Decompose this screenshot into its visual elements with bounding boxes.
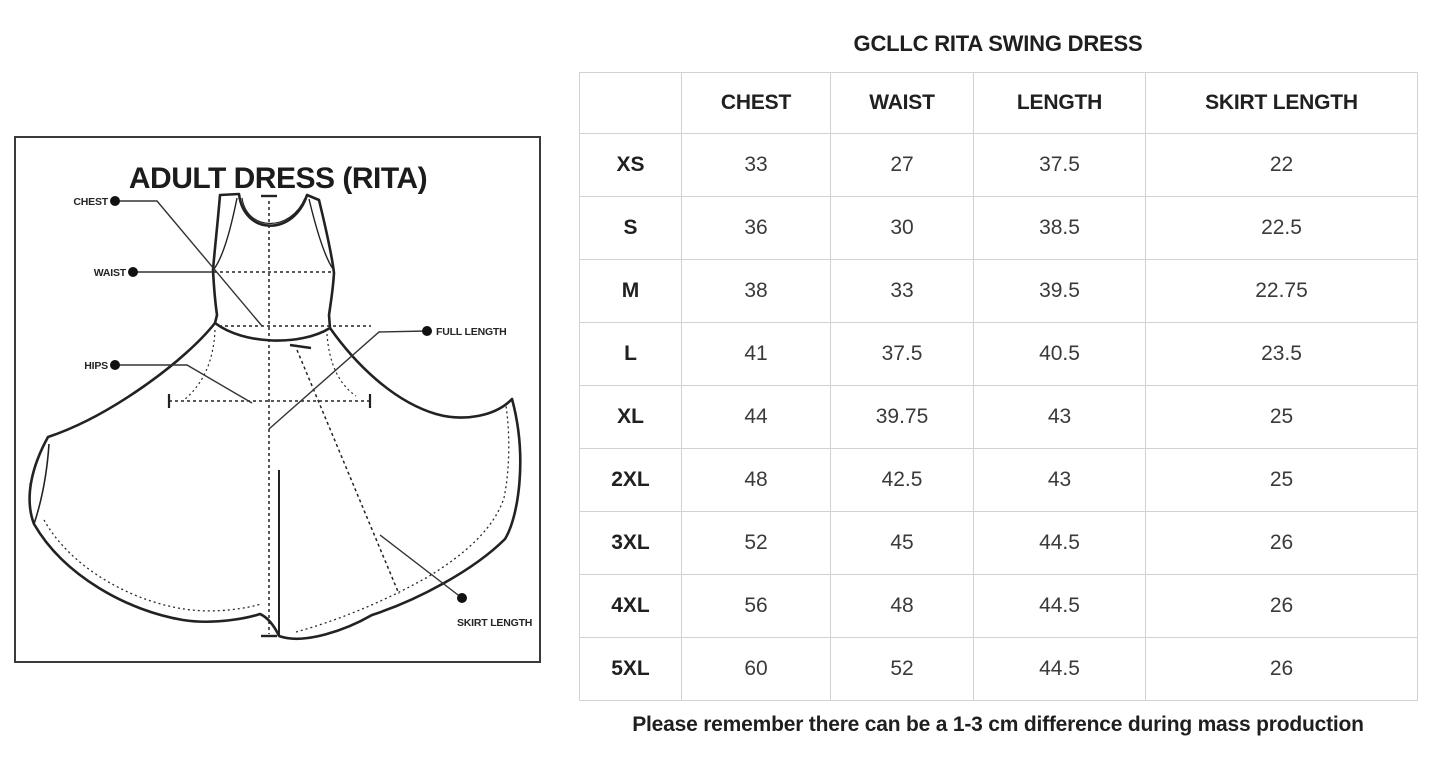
waist-value: 52	[830, 637, 974, 701]
size-chart-table: CHEST WAIST LENGTH SKIRT LENGTH XS 33 27…	[579, 72, 1418, 701]
diagram-title: ADULT DRESS (RITA)	[129, 162, 427, 195]
column-header-skirt-length: SKIRT LENGTH	[1145, 72, 1418, 134]
chest-value: 60	[681, 637, 831, 701]
size-chart-header-row: CHEST WAIST LENGTH SKIRT LENGTH	[579, 72, 1418, 134]
length-value: 44.5	[973, 637, 1146, 701]
waist-label: WAIST	[94, 267, 127, 279]
length-value: 39.5	[973, 259, 1146, 323]
full-length-leader-dot	[422, 326, 432, 336]
skirt-length-leader-line	[379, 534, 463, 599]
column-header-waist: WAIST	[830, 72, 974, 134]
size-label: 3XL	[579, 511, 682, 575]
size-row-s: S 36 30 38.5 22.5	[579, 196, 1418, 260]
full-length-label: FULL LENGTH	[436, 326, 507, 338]
hips-label: HIPS	[84, 360, 108, 372]
chest-leader-dot	[110, 196, 120, 206]
skirt-length-leader-dot	[457, 593, 467, 603]
chest-label: CHEST	[73, 196, 108, 208]
waist-value: 33	[830, 259, 974, 323]
size-row-4xl: 4XL 56 48 44.5 26	[579, 574, 1418, 638]
chest-leader-line	[115, 200, 263, 327]
leader-dots	[110, 196, 467, 603]
length-value: 44.5	[973, 511, 1146, 575]
dress-diagram: ADULT DRESS (RITA)	[28, 162, 532, 640]
dress-diagram-panel: ADULT DRESS (RITA)	[14, 136, 541, 663]
size-row-3xl: 3XL 52 45 44.5 26	[579, 511, 1418, 575]
chest-value: 38	[681, 259, 831, 323]
bodice-outline	[211, 192, 336, 342]
hips-leader-line	[115, 364, 253, 404]
skirt-length-value: 22.5	[1145, 196, 1418, 260]
waist-value: 30	[830, 196, 974, 260]
size-label: XL	[579, 385, 682, 449]
chest-value: 36	[681, 196, 831, 260]
skirt-left-fold-line	[33, 443, 50, 525]
waist-value: 39.75	[830, 385, 974, 449]
size-label: S	[579, 196, 682, 260]
skirt-length-value: 25	[1145, 385, 1418, 449]
armhole-right-line	[308, 198, 334, 270]
chest-value: 44	[681, 385, 831, 449]
length-value: 38.5	[973, 196, 1146, 260]
size-label: 2XL	[579, 448, 682, 512]
dress-sketch	[28, 192, 522, 640]
skirt-length-value: 23.5	[1145, 322, 1418, 386]
chest-value: 52	[681, 511, 831, 575]
size-row-l: L 41 37.5 40.5 23.5	[579, 322, 1418, 386]
chest-value: 48	[681, 448, 831, 512]
waist-value: 45	[830, 511, 974, 575]
waist-value: 37.5	[830, 322, 974, 386]
size-row-xs: XS 33 27 37.5 22	[579, 133, 1418, 197]
length-value: 40.5	[973, 322, 1146, 386]
size-label: 4XL	[579, 574, 682, 638]
production-tolerance-note: Please remember there can be a 1-3 cm di…	[632, 713, 1364, 736]
length-value: 37.5	[973, 133, 1146, 197]
hem-stitch-right	[295, 405, 510, 633]
column-header-chest: CHEST	[681, 72, 831, 134]
armhole-left-line	[213, 197, 238, 270]
hem-stitch-left	[43, 519, 262, 612]
length-value: 43	[973, 385, 1146, 449]
skirt-length-value: 26	[1145, 637, 1418, 701]
chest-value: 56	[681, 574, 831, 638]
full-length-leader-line	[268, 330, 428, 430]
size-row-xl: XL 44 39.75 43 25	[579, 385, 1418, 449]
measurement-lines	[167, 194, 400, 638]
size-label: L	[579, 322, 682, 386]
skirt-length-value: 26	[1145, 511, 1418, 575]
waist-value: 48	[830, 574, 974, 638]
hip-seam-stitch-left	[183, 329, 216, 401]
skirt-length-value: 22	[1145, 133, 1418, 197]
leader-lines	[115, 200, 463, 599]
skirt-outline	[28, 321, 522, 640]
size-chart-title: GCLLC RITA SWING DRESS	[853, 31, 1143, 56]
size-label: M	[579, 259, 682, 323]
size-label: XS	[579, 133, 682, 197]
skirt-length-value: 26	[1145, 574, 1418, 638]
waist-value: 42.5	[830, 448, 974, 512]
skirt-length-value: 25	[1145, 448, 1418, 512]
skirt-length-value: 22.75	[1145, 259, 1418, 323]
size-row-m: M 38 33 39.5 22.75	[579, 259, 1418, 323]
corner-cell	[579, 72, 682, 134]
skirt-length-dash-line	[296, 349, 400, 595]
neckline-inner-line	[241, 197, 306, 224]
hips-leader-dot	[110, 360, 120, 370]
skirt-length-top-tick	[289, 343, 312, 350]
length-value: 44.5	[973, 574, 1146, 638]
waist-leader-dot	[128, 267, 138, 277]
skirt-length-label: SKIRT LENGTH	[457, 617, 532, 629]
chest-value: 33	[681, 133, 831, 197]
chest-value: 41	[681, 322, 831, 386]
length-value: 43	[973, 448, 1146, 512]
skirt-left-fold-stitch	[28, 482, 33, 519]
column-header-length: LENGTH	[973, 72, 1146, 134]
waist-value: 27	[830, 133, 974, 197]
size-row-2xl: 2XL 48 42.5 43 25	[579, 448, 1418, 512]
size-row-5xl: 5XL 60 52 44.5 26	[579, 637, 1418, 701]
size-label: 5XL	[579, 637, 682, 701]
